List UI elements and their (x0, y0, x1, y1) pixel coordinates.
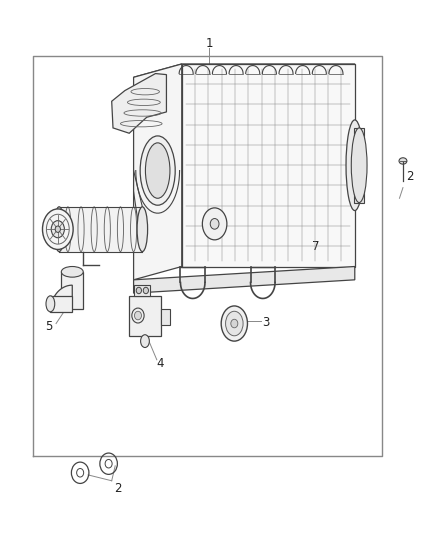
Text: 1: 1 (205, 37, 213, 50)
Polygon shape (50, 296, 72, 312)
Ellipse shape (140, 136, 175, 205)
Ellipse shape (134, 311, 141, 320)
Ellipse shape (143, 287, 148, 294)
Text: 2: 2 (113, 482, 121, 495)
Ellipse shape (145, 143, 170, 198)
Ellipse shape (42, 209, 73, 249)
Polygon shape (61, 272, 83, 309)
Ellipse shape (351, 128, 367, 203)
Ellipse shape (51, 221, 64, 238)
Text: 7: 7 (311, 240, 319, 253)
Ellipse shape (54, 207, 64, 252)
Polygon shape (182, 64, 355, 266)
Text: 5: 5 (46, 320, 53, 333)
Text: 4: 4 (156, 357, 164, 370)
Ellipse shape (202, 208, 227, 240)
Polygon shape (50, 285, 72, 312)
Polygon shape (161, 309, 170, 325)
Polygon shape (134, 64, 182, 280)
Ellipse shape (136, 287, 141, 294)
Ellipse shape (221, 306, 247, 341)
Ellipse shape (46, 296, 55, 312)
Polygon shape (354, 128, 364, 203)
Polygon shape (134, 285, 150, 296)
Polygon shape (134, 266, 355, 293)
Polygon shape (112, 74, 166, 133)
Ellipse shape (137, 207, 148, 252)
Ellipse shape (399, 158, 407, 164)
Ellipse shape (231, 319, 238, 328)
Polygon shape (59, 207, 142, 252)
Text: 2: 2 (406, 171, 413, 183)
Ellipse shape (210, 219, 219, 229)
Ellipse shape (61, 266, 83, 277)
Text: 3: 3 (263, 316, 270, 329)
Ellipse shape (346, 120, 364, 211)
Polygon shape (129, 296, 161, 336)
Ellipse shape (141, 335, 149, 348)
Text: 6: 6 (61, 229, 69, 242)
Ellipse shape (55, 226, 60, 232)
Polygon shape (134, 64, 355, 80)
Ellipse shape (226, 311, 243, 336)
